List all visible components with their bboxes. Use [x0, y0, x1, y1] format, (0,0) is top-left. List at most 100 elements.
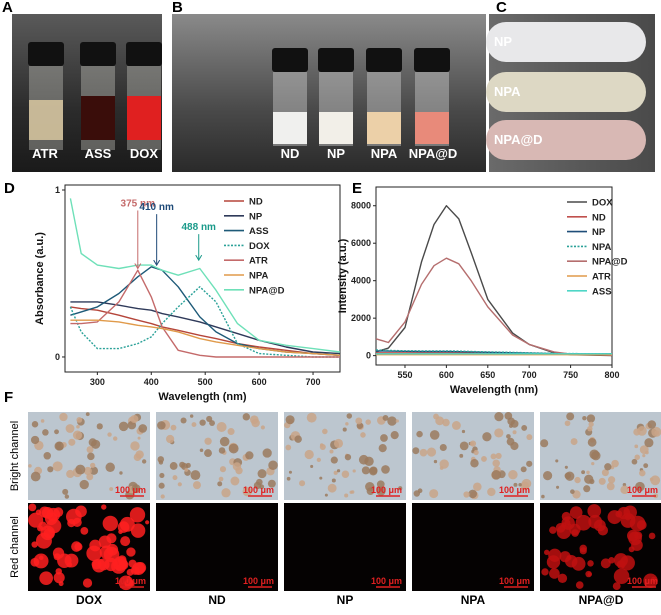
cell-cluster: [607, 510, 622, 525]
cell-cluster: [644, 438, 654, 448]
cell-cluster: [582, 415, 587, 421]
cell-cluster: [426, 447, 437, 457]
cell-cluster: [470, 459, 479, 468]
cell-cluster: [613, 568, 630, 584]
cell-cluster: [294, 435, 302, 443]
cell-cluster: [30, 435, 40, 445]
y-axis-label: Intensity (a.u.): [337, 238, 349, 313]
cell-cluster: [491, 470, 502, 480]
cell-cluster: [504, 412, 513, 420]
cell-cluster: [80, 526, 89, 535]
annotation: 375 nm: [121, 198, 156, 209]
micrograph: [156, 503, 278, 591]
cell-cluster: [439, 443, 447, 452]
cell-cluster: [439, 466, 444, 470]
cell-cluster: [242, 413, 250, 421]
cell-cluster: [587, 425, 593, 432]
cell-cluster: [85, 412, 90, 417]
cell-cluster: [645, 450, 649, 455]
cell-cluster: [482, 432, 492, 442]
y-tick-label: 1: [55, 185, 60, 195]
cell-cluster: [355, 417, 363, 425]
x-tick-label: 700: [522, 370, 537, 380]
panel-label: E: [352, 180, 362, 197]
cell-cluster: [555, 522, 566, 533]
panel-label: F: [4, 389, 13, 406]
cell-cluster: [83, 466, 92, 476]
cell-cluster: [299, 480, 306, 487]
cell-cluster: [75, 464, 86, 475]
legend-label: NPA: [249, 271, 268, 282]
x-axis-label: Wavelength (nm): [158, 391, 247, 403]
cell-cluster: [324, 493, 328, 497]
micrograph: [412, 503, 534, 591]
plot-frame: [64, 184, 341, 373]
cell-cluster: [76, 424, 80, 429]
x-tick-label: 600: [252, 377, 267, 387]
cell-cluster: [654, 430, 660, 436]
cell-cluster: [387, 416, 397, 426]
cell-cluster: [571, 529, 579, 537]
cell-cluster: [159, 472, 165, 479]
cell-cluster: [433, 459, 438, 464]
cell-cluster: [416, 430, 423, 438]
photo-b: [172, 14, 486, 172]
cell-cluster: [566, 555, 572, 561]
photo-a: [12, 14, 162, 172]
cell-cluster: [98, 535, 112, 549]
cell-cluster: [126, 568, 134, 576]
cell-cluster: [342, 427, 347, 432]
cell-cluster: [509, 424, 513, 428]
photo-label: DOX: [130, 146, 159, 161]
series-line: [69, 198, 341, 353]
cell-cluster: [43, 452, 52, 460]
cell-cluster: [96, 423, 103, 430]
cell-cluster: [360, 432, 366, 438]
cell-cluster: [459, 441, 469, 451]
cell-cluster: [513, 482, 518, 487]
cell-cluster: [575, 581, 584, 589]
cell-cluster: [232, 462, 242, 471]
legend-label: ASS: [592, 286, 612, 297]
cell-cluster: [53, 553, 61, 561]
cell-cluster: [546, 555, 561, 569]
cell-cluster: [549, 568, 560, 579]
annotation: 410 nm: [139, 202, 174, 213]
cell-cluster: [138, 424, 148, 433]
cell-cluster: [245, 451, 254, 460]
cell-cluster: [601, 469, 609, 477]
photo-label: NPA: [371, 146, 398, 161]
legend-label: ASS: [249, 226, 269, 237]
cell-cluster: [260, 425, 265, 430]
cell-cluster: [564, 465, 568, 469]
cell-cluster: [58, 581, 64, 587]
series-line: [70, 269, 340, 358]
cell-cluster: [219, 466, 227, 473]
series-line: [69, 286, 340, 358]
cell-cluster: [629, 515, 646, 532]
cell-cluster: [633, 428, 641, 436]
cell-cluster: [365, 419, 371, 425]
cell-cluster: [556, 485, 560, 489]
cell-cluster: [54, 429, 59, 435]
legend-label: NPA@D: [249, 285, 285, 296]
cell-cluster: [35, 509, 42, 515]
series-line: [70, 319, 341, 356]
scale-bar-label: 100 μm: [243, 485, 274, 495]
cell-cluster: [316, 457, 321, 463]
y-tick-label: 6000: [351, 238, 371, 248]
cell-cluster: [435, 416, 445, 426]
cell-cluster: [191, 422, 197, 428]
cell-cluster: [352, 469, 356, 473]
cell-cluster: [508, 469, 518, 480]
cell-cluster: [494, 428, 504, 438]
column-label: NPA@D: [579, 593, 624, 607]
cell-cluster: [91, 439, 101, 449]
cell-cluster: [575, 514, 592, 531]
legend-label: NP: [592, 227, 606, 238]
y-tick-label: 2000: [351, 313, 371, 323]
cell-cluster: [79, 479, 89, 490]
cell-cluster: [587, 560, 594, 567]
y-axis-label: Absorbance (a.u.): [34, 232, 46, 325]
cell-cluster: [145, 520, 150, 525]
